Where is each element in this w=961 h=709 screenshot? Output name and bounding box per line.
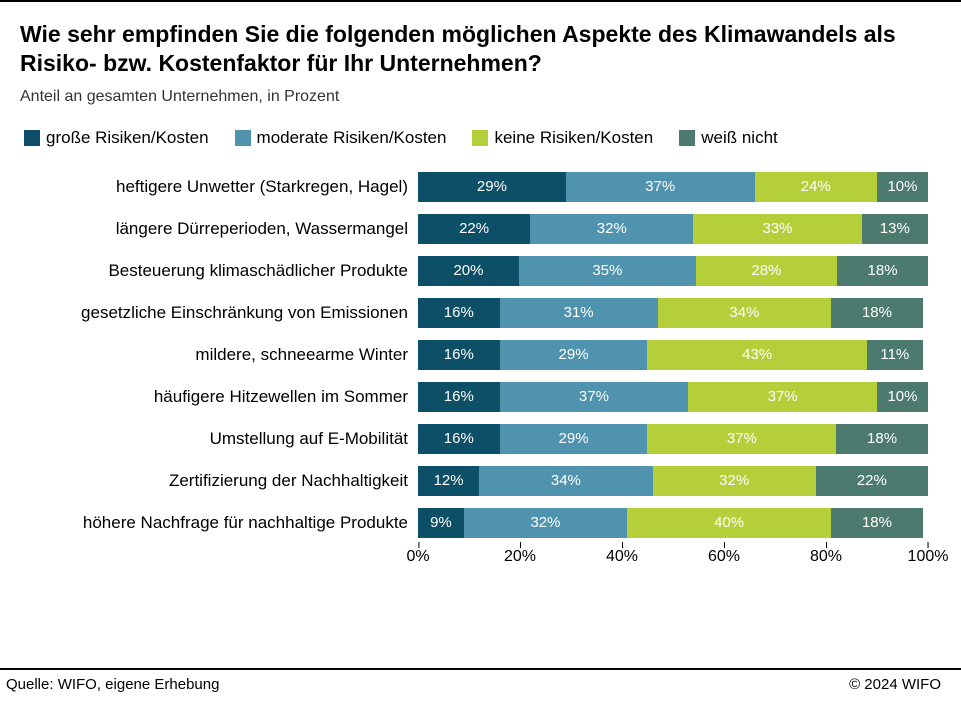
bar-segment: 20%	[418, 256, 519, 286]
bar-segment: 28%	[696, 256, 837, 286]
bar-segment: 24%	[755, 172, 877, 202]
bar-segment: 37%	[500, 382, 689, 412]
chart-row: heftigere Unwetter (Starkregen, Hagel)29…	[20, 166, 941, 208]
bar-segment: 40%	[627, 508, 831, 538]
axis-tick: 20%	[504, 548, 536, 566]
chart-area: heftigere Unwetter (Starkregen, Hagel)29…	[20, 166, 941, 544]
bar-segment: 16%	[418, 340, 500, 370]
x-axis: 0%20%40%60%80%100%	[20, 548, 941, 578]
chart-row: längere Dürreperioden, Wassermangel22%32…	[20, 208, 941, 250]
bar-segment: 29%	[500, 340, 648, 370]
chart-row: Zertifizierung der Nachhaltigkeit12%34%3…	[20, 460, 941, 502]
legend-swatch	[679, 130, 695, 146]
bar-segment: 35%	[519, 256, 696, 286]
axis-tick: 0%	[406, 548, 429, 566]
bar-segment: 13%	[862, 214, 928, 244]
x-axis-ticks: 0%20%40%60%80%100%	[418, 548, 928, 578]
bar-segment: 37%	[647, 424, 836, 454]
bar-segment: 9%	[418, 508, 464, 538]
bar-segment: 32%	[464, 508, 627, 538]
legend-item: moderate Risiken/Kosten	[235, 128, 447, 148]
legend-label: moderate Risiken/Kosten	[257, 128, 447, 148]
bar: 16%29%37%18%	[418, 424, 928, 454]
bar-segment: 16%	[418, 424, 500, 454]
bar: 22%32%33%13%	[418, 214, 928, 244]
row-label: mildere, schneearme Winter	[20, 345, 418, 365]
bar: 20%35%28%18%	[418, 256, 928, 286]
bar-segment: 37%	[566, 172, 755, 202]
axis-tick: 60%	[708, 548, 740, 566]
bar: 9%32%40%18%	[418, 508, 928, 538]
chart-subtitle: Anteil an gesamten Unternehmen, in Proze…	[20, 88, 941, 106]
legend-item: weiß nicht	[679, 128, 778, 148]
bar-segment: 34%	[658, 298, 831, 328]
chart-row: höhere Nachfrage für nachhaltige Produkt…	[20, 502, 941, 544]
title-line-2: Risiko- bzw. Kostenfaktor für Ihr Untern…	[20, 50, 542, 76]
bar-segment: 31%	[500, 298, 658, 328]
bar-segment: 37%	[688, 382, 877, 412]
bar-segment: 22%	[816, 466, 928, 496]
axis-tick: 100%	[908, 548, 949, 566]
bar: 16%31%34%18%	[418, 298, 928, 328]
bar-segment: 33%	[693, 214, 861, 244]
bar-segment: 16%	[418, 382, 500, 412]
legend-swatch	[235, 130, 251, 146]
row-label: gesetzliche Einschränkung von Emissionen	[20, 303, 418, 323]
legend-label: große Risiken/Kosten	[46, 128, 209, 148]
copyright-text: © 2024 WIFO	[849, 676, 941, 693]
chart-legend: große Risiken/Kosten moderate Risiken/Kos…	[24, 128, 941, 148]
bar-segment: 22%	[418, 214, 530, 244]
bar-segment: 34%	[479, 466, 652, 496]
legend-label: keine Risiken/Kosten	[494, 128, 653, 148]
bar-segment: 32%	[653, 466, 816, 496]
legend-swatch	[472, 130, 488, 146]
bar: 29%37%24%10%	[418, 172, 928, 202]
bar-segment: 18%	[837, 256, 928, 286]
chart-footer: Quelle: WIFO, eigene Erhebung © 2024 WIF…	[0, 670, 961, 693]
chart-row: Umstellung auf E-Mobilität16%29%37%18%	[20, 418, 941, 460]
bar-segment: 12%	[418, 466, 479, 496]
row-label: häufigere Hitzewellen im Sommer	[20, 387, 418, 407]
bar-segment: 18%	[831, 508, 923, 538]
bar-segment: 10%	[877, 382, 928, 412]
chart-frame: Wie sehr empfinden Sie die folgenden mög…	[0, 0, 961, 670]
title-line-1: Wie sehr empfinden Sie die folgenden mög…	[20, 21, 896, 47]
chart-row: gesetzliche Einschränkung von Emissionen…	[20, 292, 941, 334]
bar-segment: 16%	[418, 298, 500, 328]
row-label: längere Dürreperioden, Wassermangel	[20, 219, 418, 239]
row-label: Besteuerung klimaschädlicher Produkte	[20, 261, 418, 281]
chart-row: mildere, schneearme Winter16%29%43%11%	[20, 334, 941, 376]
bar-segment: 29%	[418, 172, 566, 202]
bar-segment: 43%	[647, 340, 866, 370]
legend-item: große Risiken/Kosten	[24, 128, 209, 148]
bar: 16%29%43%11%	[418, 340, 928, 370]
axis-tick: 80%	[810, 548, 842, 566]
chart-title: Wie sehr empfinden Sie die folgenden mög…	[20, 20, 941, 78]
axis-tick: 40%	[606, 548, 638, 566]
row-label: Zertifizierung der Nachhaltigkeit	[20, 471, 418, 491]
source-text: Quelle: WIFO, eigene Erhebung	[6, 676, 219, 693]
bar-segment: 18%	[836, 424, 928, 454]
bar: 12%34%32%22%	[418, 466, 928, 496]
legend-item: keine Risiken/Kosten	[472, 128, 653, 148]
chart-row: Besteuerung klimaschädlicher Produkte20%…	[20, 250, 941, 292]
chart-row: häufigere Hitzewellen im Sommer16%37%37%…	[20, 376, 941, 418]
row-label: heftigere Unwetter (Starkregen, Hagel)	[20, 177, 418, 197]
bar-segment: 10%	[877, 172, 928, 202]
bar-segment: 29%	[500, 424, 648, 454]
bar-segment: 32%	[530, 214, 693, 244]
row-label: höhere Nachfrage für nachhaltige Produkt…	[20, 513, 418, 533]
row-label: Umstellung auf E-Mobilität	[20, 429, 418, 449]
bar-segment: 18%	[831, 298, 923, 328]
legend-swatch	[24, 130, 40, 146]
bar: 16%37%37%10%	[418, 382, 928, 412]
legend-label: weiß nicht	[701, 128, 778, 148]
bar-segment: 11%	[867, 340, 923, 370]
